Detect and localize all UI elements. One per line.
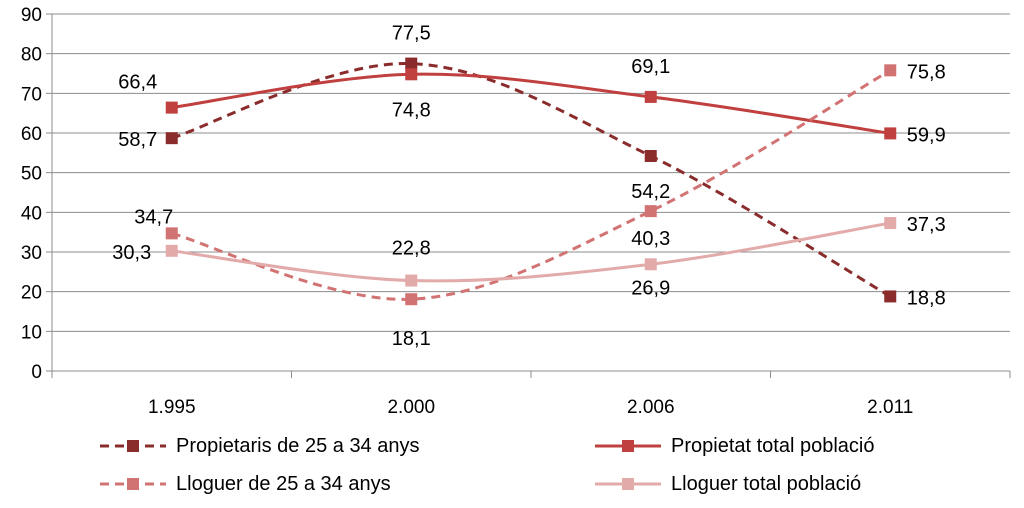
y-tick-label: 40 (21, 203, 42, 224)
data-point-marker (405, 68, 418, 81)
series-line (171, 62, 892, 298)
data-point-marker (884, 64, 897, 77)
data-label: 26,9 (631, 277, 670, 299)
data-label: 30,3 (112, 242, 151, 264)
y-axis-ticks: 0 10 20 30 40 50 60 70 80 90 (21, 5, 52, 383)
x-tick-label: 2.011 (867, 397, 913, 418)
data-label: 77,5 (392, 23, 431, 45)
data-point-marker (644, 258, 657, 271)
data-point-marker (884, 217, 897, 230)
data-point-marker (884, 127, 897, 140)
data-label: 18,1 (392, 328, 431, 350)
data-point-marker (644, 90, 657, 103)
x-tick-label: 2.000 (387, 397, 435, 418)
series-propietat-total-poblacio (165, 68, 897, 140)
y-tick-label: 20 (21, 283, 42, 304)
grid-lines (52, 13, 1010, 332)
legend-label: Lloguer de 25 a 34 anys (176, 473, 391, 495)
data-label: 75,8 (907, 61, 946, 83)
data-label: 34,7 (134, 206, 173, 228)
legend-label: Lloguer total població (671, 473, 861, 495)
series-lloguer-de-25-a-34-anys (165, 64, 897, 306)
data-label: 58,7 (118, 129, 157, 151)
legend-marker-swatch (622, 478, 634, 490)
data-label: 22,8 (392, 238, 431, 260)
legend-label: Propietaris de 25 a 34 anys (176, 435, 420, 457)
data-labels: 58,7 77,5 54,2 18,8 66,4 74,8 69,1 59,9 34,7 18,1… (112, 23, 945, 351)
data-label: 40,3 (631, 228, 670, 250)
data-point-marker (884, 290, 897, 303)
data-point-marker (405, 293, 418, 306)
data-point-marker (405, 57, 418, 70)
legend-marker-swatch (127, 440, 139, 452)
data-point-marker (405, 274, 418, 287)
legend-item-propietaris-de-25-a-34-anys: Propietaris de 25 a 34 anys (100, 435, 420, 457)
legend-marker-swatch (127, 478, 139, 490)
series-line (171, 69, 892, 301)
data-label: 37,3 (907, 214, 946, 236)
y-tick-label: 70 (21, 84, 42, 105)
data-label: 59,9 (907, 124, 946, 146)
legend-item-lloguer-de-25-a-34-anys: Lloguer de 25 a 34 anys (100, 473, 391, 495)
axes (51, 14, 1010, 372)
y-tick-label: 60 (21, 124, 42, 145)
legend-item-propietat-total-poblacio: Propietat total població (595, 435, 874, 457)
data-label: 18,8 (907, 287, 946, 309)
data-point-marker (644, 205, 657, 218)
y-tick-label: 90 (21, 5, 42, 26)
y-tick-label: 0 (31, 362, 42, 383)
data-point-marker (165, 227, 178, 240)
series-lloguer-total-poblacio (165, 217, 897, 287)
legend-item-lloguer-total-poblacio: Lloguer total població (595, 473, 861, 495)
data-label: 69,1 (631, 56, 670, 78)
data-point-marker (165, 244, 178, 257)
series-lines (165, 57, 897, 306)
data-label: 74,8 (392, 99, 431, 121)
series-line (171, 72, 891, 135)
legend: Propietaris de 25 a 34 anys Propietat tot… (100, 435, 874, 495)
data-point-marker (165, 132, 178, 145)
legend-label: Propietat total població (671, 435, 874, 457)
x-tick-label: 2.006 (627, 397, 675, 418)
x-axis-ticks: 1.995 2.000 2.006 2.011 (51, 371, 1011, 418)
data-label: 66,4 (118, 72, 157, 94)
y-tick-label: 30 (21, 243, 42, 264)
x-tick-label: 1.995 (148, 397, 196, 418)
data-label: 54,2 (631, 181, 670, 203)
series-line (171, 221, 891, 283)
y-tick-label: 10 (21, 322, 42, 343)
y-tick-label: 80 (21, 45, 42, 66)
legend-marker-swatch (622, 440, 634, 452)
series-propietaris-de-25-a-34-anys (165, 57, 897, 303)
y-tick-label: 50 (21, 164, 42, 185)
data-point-marker (644, 150, 657, 163)
data-point-marker (165, 101, 178, 114)
